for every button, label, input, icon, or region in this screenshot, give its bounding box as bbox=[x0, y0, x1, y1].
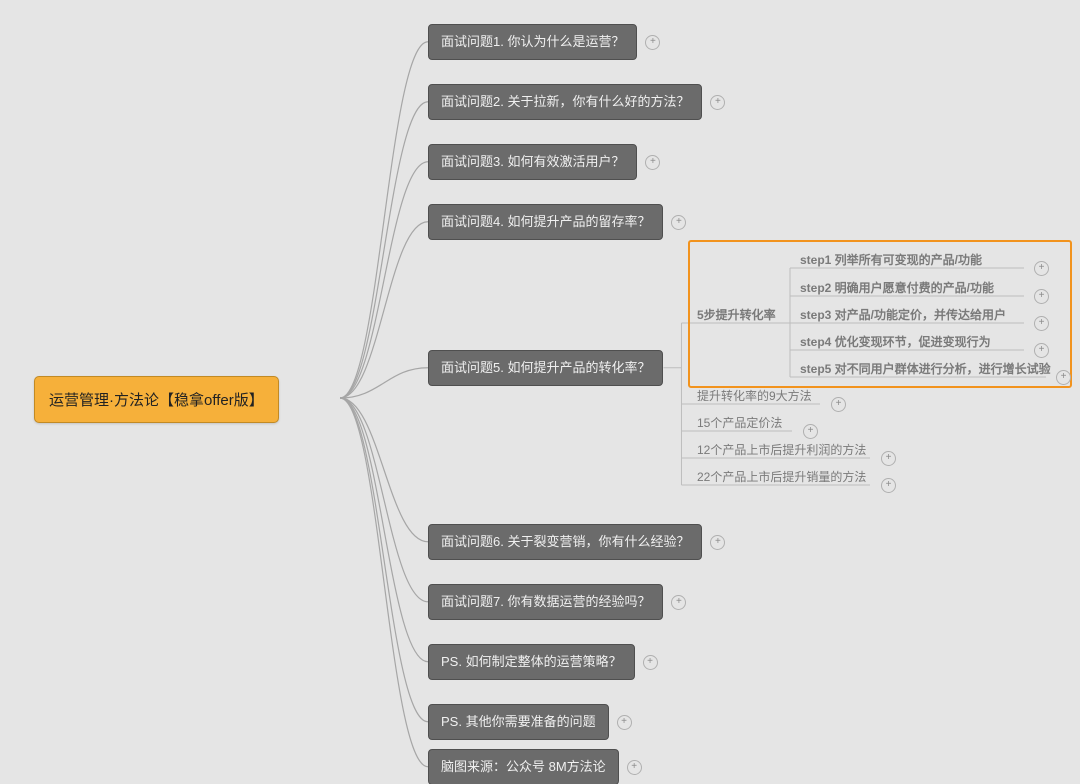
branch-node-b2[interactable]: 面试问题2. 关于拉新，你有什么好的方法？ bbox=[428, 84, 702, 120]
root-node[interactable]: 运营管理·方法论【稳拿offer版】 bbox=[34, 376, 279, 423]
expand-icon[interactable]: + bbox=[627, 760, 642, 775]
branch-node-b9[interactable]: PS. 其他你需要准备的问题 bbox=[428, 704, 609, 740]
sub-node-c4[interactable]: 12个产品上市后提升利润的方法 bbox=[697, 442, 866, 459]
branch-label: 面试问题2. 关于拉新，你有什么好的方法？ bbox=[441, 94, 689, 109]
branch-node-b4[interactable]: 面试问题4. 如何提升产品的留存率？ bbox=[428, 204, 663, 240]
branch-label: 面试问题3. 如何有效激活用户？ bbox=[441, 154, 624, 169]
branch-label: 脑图来源：公众号 8M方法论 bbox=[441, 759, 606, 774]
step-node-s5[interactable]: step5 对不同用户群体进行分析，进行增长试验 bbox=[800, 361, 1051, 378]
branch-node-b6[interactable]: 面试问题6. 关于裂变营销，你有什么经验？ bbox=[428, 524, 702, 560]
step-node-s2[interactable]: step2 明确用户愿意付费的产品/功能 bbox=[800, 280, 994, 297]
expand-icon[interactable]: + bbox=[1034, 316, 1049, 331]
expand-icon[interactable]: + bbox=[1034, 261, 1049, 276]
expand-icon[interactable]: + bbox=[881, 451, 896, 466]
mindmap-canvas: 运营管理·方法论【稳拿offer版】 面试问题1. 你认为什么是运营？ + 面试问题… bbox=[0, 0, 1080, 784]
expand-icon[interactable]: + bbox=[671, 595, 686, 610]
branch-label: PS. 如何制定整体的运营策略？ bbox=[441, 654, 622, 669]
branch-node-b7[interactable]: 面试问题7. 你有数据运营的经验吗？ bbox=[428, 584, 663, 620]
sub-node-c1[interactable]: 5步提升转化率 bbox=[697, 307, 776, 324]
branch-label: 面试问题1. 你认为什么是运营？ bbox=[441, 34, 624, 49]
root-label: 运营管理·方法论【稳拿offer版】 bbox=[49, 392, 264, 409]
sub-node-c2[interactable]: 提升转化率的9大方法 bbox=[697, 388, 812, 405]
expand-icon[interactable]: + bbox=[1034, 289, 1049, 304]
expand-icon[interactable]: + bbox=[710, 535, 725, 550]
branch-label: PS. 其他你需要准备的问题 bbox=[441, 714, 596, 729]
expand-icon[interactable]: + bbox=[831, 397, 846, 412]
branch-node-b8[interactable]: PS. 如何制定整体的运营策略？ bbox=[428, 644, 635, 680]
branch-node-b10[interactable]: 脑图来源：公众号 8M方法论 bbox=[428, 749, 619, 784]
expand-icon[interactable]: + bbox=[643, 655, 658, 670]
expand-icon[interactable]: + bbox=[803, 424, 818, 439]
branch-node-b3[interactable]: 面试问题3. 如何有效激活用户？ bbox=[428, 144, 637, 180]
expand-icon[interactable]: + bbox=[617, 715, 632, 730]
expand-icon[interactable]: + bbox=[1034, 343, 1049, 358]
expand-icon[interactable]: + bbox=[710, 95, 725, 110]
sub-node-c3[interactable]: 15个产品定价法 bbox=[697, 415, 782, 432]
branch-node-b1[interactable]: 面试问题1. 你认为什么是运营？ bbox=[428, 24, 637, 60]
branch-node-b5[interactable]: 面试问题5. 如何提升产品的转化率？ bbox=[428, 350, 663, 386]
expand-icon[interactable]: + bbox=[671, 215, 686, 230]
expand-icon[interactable]: + bbox=[881, 478, 896, 493]
branch-label: 面试问题6. 关于裂变营销，你有什么经验？ bbox=[441, 534, 689, 549]
sub-node-c5[interactable]: 22个产品上市后提升销量的方法 bbox=[697, 469, 866, 486]
expand-icon[interactable]: + bbox=[645, 155, 660, 170]
branch-label: 面试问题4. 如何提升产品的留存率？ bbox=[441, 214, 650, 229]
branch-label: 面试问题7. 你有数据运营的经验吗？ bbox=[441, 594, 650, 609]
step-node-s4[interactable]: step4 优化变现环节，促进变现行为 bbox=[800, 334, 991, 351]
expand-icon[interactable]: + bbox=[1056, 370, 1071, 385]
step-node-s1[interactable]: step1 列举所有可变现的产品/功能 bbox=[800, 252, 982, 269]
expand-icon[interactable]: + bbox=[645, 35, 660, 50]
step-node-s3[interactable]: step3 对产品/功能定价，并传达给用户 bbox=[800, 307, 1006, 324]
branch-label: 面试问题5. 如何提升产品的转化率？ bbox=[441, 360, 650, 375]
